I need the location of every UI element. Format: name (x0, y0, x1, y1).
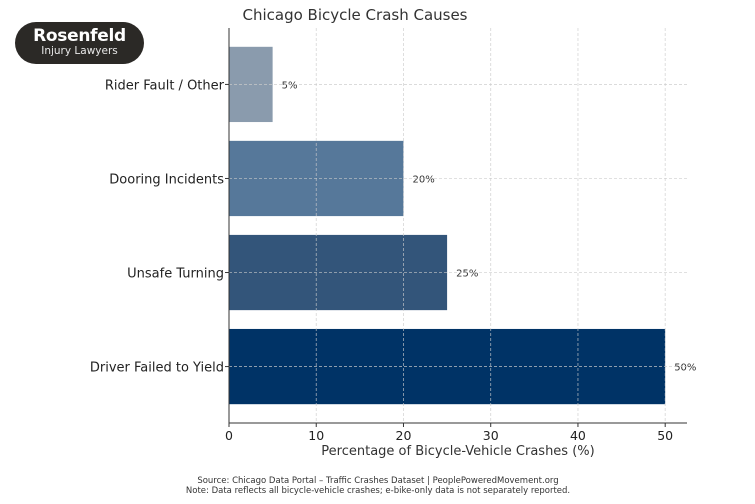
data-label: 5% (282, 80, 298, 91)
axes: Driver Failed to Yield Unsafe Turning Door… (90, 28, 687, 443)
chart-title: Chicago Bicycle Crash Causes (243, 6, 468, 24)
x-tick-label: 10 (308, 428, 324, 443)
y-tick-label: Unsafe Turning (127, 267, 224, 282)
logo-tagline: Injury Lawyers (41, 45, 118, 57)
x-tick-label: 20 (396, 428, 412, 443)
logo-name: Rosenfeld (33, 26, 126, 46)
footer-source: Source: Chicago Data Portal – Traffic Cr… (197, 476, 559, 486)
rosenfeld-logo: Rosenfeld Injury Lawyers (15, 22, 144, 64)
x-tick-label: 50 (657, 428, 673, 443)
x-tick-label: 0 (225, 428, 233, 443)
x-tick-label: 40 (570, 428, 586, 443)
bars: 50% 25% 20% 5% (229, 46, 696, 405)
x-axis-label: Percentage of Bicycle-Vehicle Crashes (%… (321, 444, 594, 459)
y-tick-label: Dooring Incidents (109, 172, 224, 187)
y-tick-label: Rider Fault / Other (105, 78, 225, 93)
data-label: 25% (456, 269, 478, 280)
x-tick-label: 30 (483, 428, 499, 443)
data-label: 20% (412, 174, 434, 185)
y-tick-label: Driver Failed to Yield (90, 361, 224, 376)
data-label: 50% (674, 363, 696, 374)
footer-note: Note: Data reflects all bicycle-vehicle … (185, 486, 571, 496)
